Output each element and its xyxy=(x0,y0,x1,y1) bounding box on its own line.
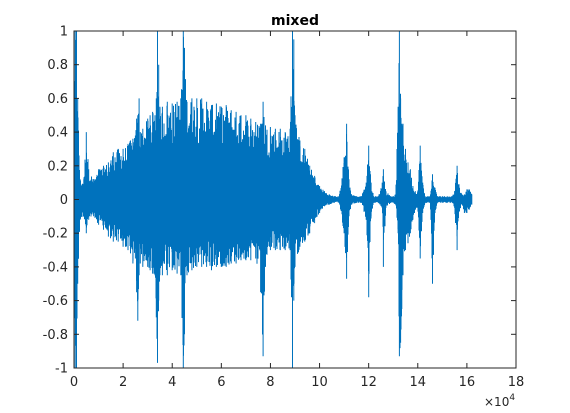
y-tick-label: -0.6 xyxy=(43,294,68,309)
y-tick-label: 0 xyxy=(60,193,68,208)
x-tick-label: 8 xyxy=(266,375,274,390)
x-tick-label: 12 xyxy=(360,375,377,390)
x-multiplier-exponent: 4 xyxy=(509,393,515,403)
x-multiplier: ×104 xyxy=(484,393,515,409)
y-tick-label: -1 xyxy=(55,362,68,377)
x-tick-label: 16 xyxy=(459,375,476,390)
y-tick-label: 0.2 xyxy=(47,159,68,174)
x-tick-label: 18 xyxy=(508,375,525,390)
y-tick-label: -0.8 xyxy=(43,328,68,343)
series-line xyxy=(73,31,473,368)
y-tick-label: 1 xyxy=(60,25,68,40)
axis-ticks: 0 2 4 6 8 10 12 14 16 18 -1 -0.8 -0.6 -0.4 -0.2 0 0.2 0.4… xyxy=(43,25,525,391)
y-tick-label: -0.2 xyxy=(43,227,68,242)
chart-title: mixed xyxy=(271,13,319,29)
y-tick-label: 0.6 xyxy=(47,92,68,107)
y-tick-label: 0.4 xyxy=(47,126,68,141)
y-tick-label: -0.4 xyxy=(43,260,68,275)
x-tick-label: 4 xyxy=(168,375,176,390)
x-tick-label: 10 xyxy=(311,375,328,390)
waveform-plot xyxy=(73,31,473,368)
y-tick-label: 0.8 xyxy=(47,58,68,73)
x-tick-label: 2 xyxy=(119,375,127,390)
x-tick-label: 0 xyxy=(70,375,78,390)
x-tick-label: 14 xyxy=(410,375,427,390)
x-tick-label: 6 xyxy=(217,375,225,390)
